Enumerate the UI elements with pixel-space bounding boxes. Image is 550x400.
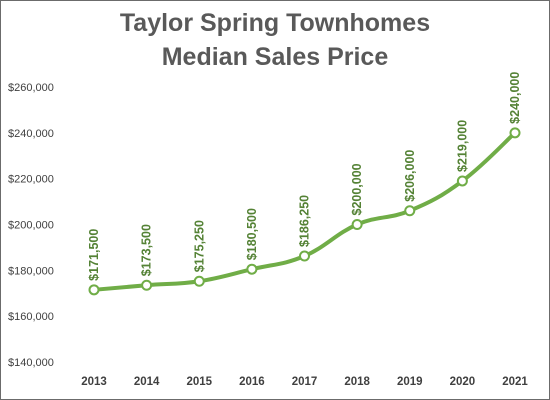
- y-tick-label: $140,000: [8, 357, 54, 369]
- x-tick-label: 2021: [502, 376, 528, 388]
- data-point-marker: [404, 205, 416, 217]
- y-tick-label: $220,000: [8, 174, 54, 186]
- y-tick-label: $260,000: [8, 82, 54, 94]
- data-point-marker: [351, 219, 363, 230]
- y-axis: $140,000 $160,000 $180,000 $200,000 $220,000…: [8, 82, 54, 369]
- data-label: $206,000: [403, 150, 417, 202]
- data-label: $171,500: [87, 229, 101, 281]
- data-label: $240,000: [508, 72, 522, 124]
- data-point-marker: [141, 279, 153, 291]
- data-point-marker: [509, 127, 521, 139]
- x-tick-label: 2014: [134, 376, 160, 388]
- chart-title-line-1: Taylor Spring Townhomes: [119, 9, 431, 37]
- data-point-marker: [299, 250, 310, 262]
- data-point-marker: [88, 284, 100, 296]
- x-tick-label: 2017: [292, 376, 318, 388]
- x-axis: 2013 2014 2015 2016 2017 2018 2019 2020 2021: [81, 376, 528, 388]
- series: [88, 127, 521, 296]
- data-label: $175,250: [192, 220, 206, 272]
- data-point-marker: [456, 175, 468, 187]
- x-tick-label: 2013: [81, 376, 107, 388]
- data-label: $200,000: [350, 163, 364, 215]
- y-tick-label: $240,000: [8, 128, 54, 140]
- data-labels: $171,500 $173,500 $175,250 $180,500 $186,250…: [87, 72, 522, 281]
- y-tick-label: $160,000: [8, 311, 54, 323]
- y-tick-label: $180,000: [8, 265, 54, 277]
- x-tick-label: 2020: [450, 376, 476, 388]
- data-point-marker: [193, 275, 205, 287]
- x-tick-label: 2016: [239, 376, 265, 388]
- chart-title-line-2: Median Sales Price: [161, 43, 389, 71]
- x-tick-label: 2015: [186, 376, 212, 388]
- x-tick-label: 2019: [397, 376, 423, 388]
- data-label: $173,500: [140, 224, 154, 276]
- data-label: $186,250: [298, 195, 312, 247]
- y-tick-label: $200,000: [8, 220, 54, 232]
- data-label: $180,500: [245, 208, 259, 260]
- x-tick-label: 2018: [344, 376, 370, 388]
- data-label: $219,000: [455, 120, 469, 172]
- data-point-marker: [246, 263, 258, 275]
